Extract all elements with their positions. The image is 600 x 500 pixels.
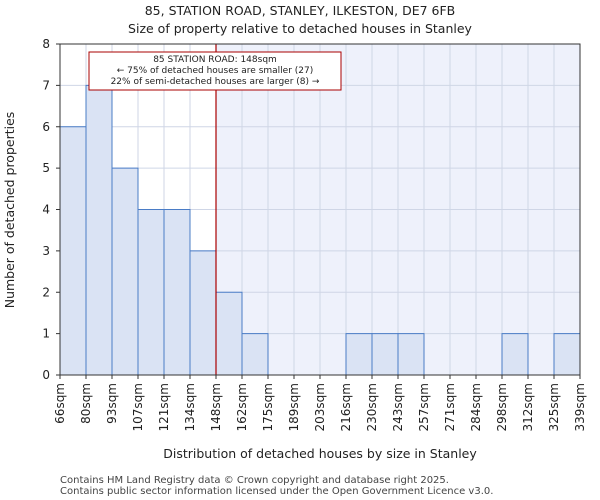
- x-tick-label: 257sqm: [417, 383, 431, 431]
- annotation-line2: ← 75% of detached houses are smaller (27…: [117, 66, 314, 76]
- y-tick-label: 5: [42, 161, 50, 175]
- x-tick-label: 271sqm: [443, 383, 457, 431]
- x-tick-label: 243sqm: [391, 383, 405, 431]
- x-tick-label: 134sqm: [183, 383, 197, 431]
- x-tick-label: 312sqm: [521, 383, 535, 431]
- bar-325sqm: [553, 333, 581, 376]
- y-axis-label: Number of detached properties: [2, 112, 17, 309]
- y-tick-label: 3: [42, 244, 50, 258]
- annotation-line3: 22% of semi-detached houses are larger (…: [111, 77, 320, 87]
- footer-line1: Contains HM Land Registry data © Crown c…: [60, 475, 449, 486]
- bar-230sqm: [371, 333, 399, 376]
- bar-243sqm: [397, 333, 425, 376]
- y-tick-label: 4: [42, 203, 50, 217]
- bar-148sqm: [215, 291, 243, 376]
- y-tick-label: 0: [42, 368, 50, 382]
- bar-80sqm: [85, 84, 113, 376]
- bar-93sqm: [111, 167, 139, 376]
- x-tick-label: 339sqm: [573, 383, 587, 431]
- annotation-box: 85 STATION ROAD: 148sqm ← 75% of detache…: [88, 51, 342, 91]
- chart-title-line1: 85, STATION ROAD, STANLEY, ILKESTON, DE7…: [145, 3, 456, 18]
- y-axis-ticks: 0 1 2 3 4 5 6 7 8: [42, 37, 60, 382]
- bar-134sqm: [189, 250, 217, 376]
- x-tick-label: 189sqm: [287, 383, 301, 431]
- bar-162sqm: [241, 333, 269, 376]
- x-tick-label: 162sqm: [235, 383, 249, 431]
- x-tick-label: 284sqm: [469, 383, 483, 431]
- x-tick-label: 325sqm: [547, 383, 561, 431]
- x-tick-label: 107sqm: [131, 383, 145, 431]
- bar-216sqm: [345, 333, 373, 376]
- annotation-frame: [88, 51, 342, 91]
- bar-298sqm: [501, 333, 529, 376]
- x-tick-label: 203sqm: [313, 383, 327, 431]
- bar-121sqm: [163, 209, 191, 376]
- bar-107sqm: [137, 209, 165, 376]
- x-tick-label: 66sqm: [53, 383, 67, 424]
- x-tick-label: 80sqm: [79, 383, 93, 424]
- bar-66sqm: [59, 126, 87, 376]
- footer-line2: Contains public sector information licen…: [60, 486, 493, 497]
- bars: [59, 84, 581, 376]
- x-axis-ticks: 66sqm 80sqm 93sqm 107sqm 121sqm 134sqm 148sqm 1…: [53, 375, 587, 431]
- y-tick-label: 8: [42, 37, 50, 51]
- x-tick-label: 175sqm: [261, 383, 275, 431]
- x-tick-label: 148sqm: [209, 383, 223, 431]
- annotation-line1: 85 STATION ROAD: 148sqm: [153, 55, 277, 65]
- x-tick-label: 230sqm: [365, 383, 379, 431]
- x-tick-label: 121sqm: [157, 383, 171, 431]
- x-axis-label: Distribution of detached houses by size …: [163, 446, 477, 461]
- x-tick-label: 93sqm: [105, 383, 119, 424]
- y-tick-label: 1: [42, 327, 50, 341]
- y-tick-label: 7: [42, 78, 50, 92]
- y-tick-label: 6: [42, 120, 50, 134]
- x-tick-label: 298sqm: [495, 383, 509, 431]
- chart-title-line2: Size of property relative to detached ho…: [128, 21, 472, 36]
- y-tick-label: 2: [42, 285, 50, 299]
- x-tick-label: 216sqm: [339, 383, 353, 431]
